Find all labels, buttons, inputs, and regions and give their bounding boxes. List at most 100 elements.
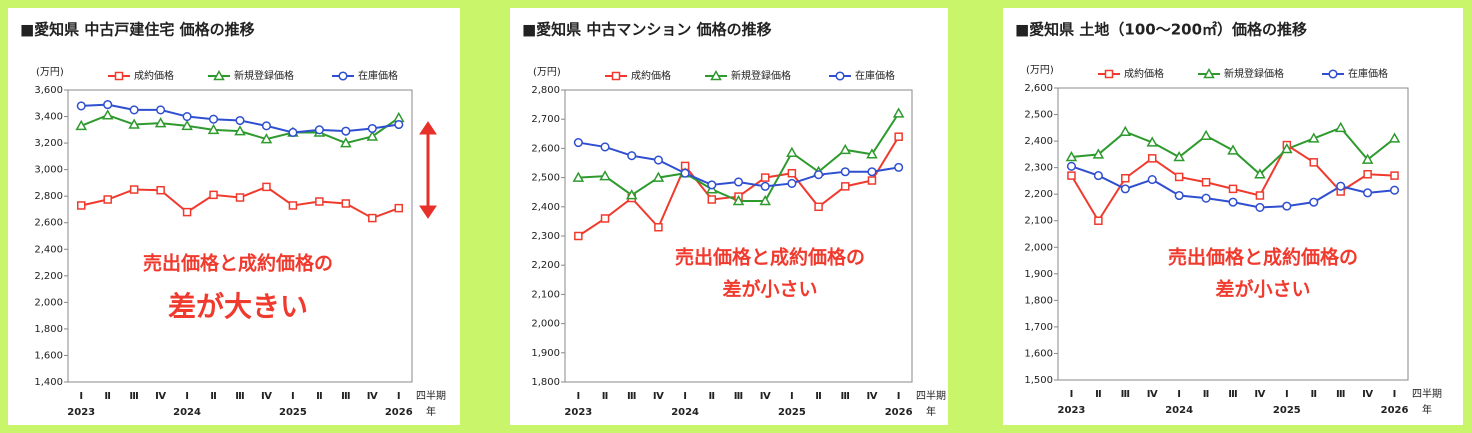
year-label: 2026 [385,407,413,418]
year-label: 2023 [67,407,95,418]
chart-title: ■愛知県 中古マンション 価格の推移 [522,21,772,39]
point [209,190,218,200]
y-tick-label: 2,000 [1024,242,1053,253]
chart-title: ■愛知県 土地（100～200㎡）価格の推移 [1015,21,1307,39]
y-unit: (万円) [533,67,561,78]
x-tick-label: Ⅲ [734,391,743,402]
point [1228,197,1238,207]
x-tick-label: Ⅳ [760,391,771,402]
y-tick-label: 2,500 [1024,110,1053,121]
x-tick-label: Ⅲ [1336,389,1345,400]
y-tick-label: 2,600 [1024,83,1053,94]
legend-label: 新規登録価格 [1224,67,1284,80]
x-tick-label: Ⅰ [1177,389,1181,400]
point [338,71,348,81]
x-tick-label: Ⅰ [79,391,83,402]
point [154,117,167,128]
plot-frame [1057,87,1409,381]
point [1200,129,1212,141]
point [1309,158,1319,167]
year-label: 2023 [1058,405,1086,416]
x-tick-label: Ⅲ [627,391,636,402]
point [288,201,298,210]
series-line [1070,143,1395,223]
point [1146,136,1159,147]
point [787,168,797,178]
point [1147,154,1157,163]
point [894,132,903,141]
point [611,71,621,81]
point [366,130,379,141]
point [1228,184,1238,194]
y-tick-label: 2,400 [1024,136,1053,147]
point [207,123,220,135]
gap-arrow [419,121,437,219]
plot-frame [67,89,413,383]
y-tick-label: 2,400 [531,202,560,213]
legend-label: 在庫価格 [1348,67,1388,80]
y-tick-label: 2,100 [1024,216,1053,227]
point [1092,148,1105,159]
y-tick-label: 2,000 [531,319,560,330]
chart-title: ■愛知県 中古戸建住宅 価格の推移 [20,21,255,39]
legend-label: 新規登録価格 [731,69,791,82]
chart-panel: ■愛知県 土地（100～200㎡）価格の推移 (万円) 1,500 1,600 1,70… [1003,8,1463,425]
point [103,100,113,110]
point [625,189,638,200]
point [867,167,877,177]
point [1281,143,1293,154]
point [314,125,324,135]
point [760,181,770,191]
x-tick-label: Ⅳ [1147,389,1158,400]
y-tick-label: 2,400 [34,244,63,255]
point [1363,170,1372,179]
plot-frame [564,89,913,383]
point [814,202,823,212]
point [1389,185,1400,195]
point [208,114,219,124]
point [156,185,165,195]
point [654,222,663,232]
point [1201,193,1211,203]
point [1173,150,1185,162]
point [1203,67,1215,79]
x-tick-label: Ⅲ [129,391,138,402]
y-tick-label: 1,900 [1024,269,1053,280]
x-tick-label: Ⅱ [1310,389,1317,400]
y-tick-label: 2,200 [1024,189,1053,200]
annotation: 売出価格と成約価格の [675,246,865,269]
year-label: 2026 [885,407,913,418]
x-tick-label: Ⅱ [210,391,217,402]
point [76,101,86,111]
point [75,119,88,131]
point [814,170,824,180]
x-tick-label: Ⅱ [602,391,609,402]
x-tick-label: Ⅰ [185,391,189,402]
year-label: 2025 [778,407,806,418]
annotation: 差が小さい [1215,278,1310,301]
x-tick-label: Ⅰ [897,391,901,402]
point [1066,161,1077,171]
x-tick-label: Ⅰ [397,391,401,402]
point [341,126,351,136]
x-tick-label: Ⅱ [104,391,111,402]
x-tick-label: Ⅱ [1203,389,1210,400]
x-tick-label: Ⅱ [1095,389,1102,400]
point [707,195,717,204]
point [840,167,850,177]
x-tick-label: Ⅱ [709,391,716,402]
x-tick-label: Ⅱ [316,391,323,402]
y-tick-label: 2,200 [531,260,560,271]
y-tick-label: 1,600 [34,350,63,361]
point [1104,69,1114,79]
year-label: 2024 [173,407,201,418]
x-tick-label: Ⅰ [1393,389,1397,400]
point [213,69,225,81]
point [182,207,192,217]
point [261,121,272,131]
point [1093,171,1103,181]
year-label: 2025 [279,407,307,418]
x-tick-label: Ⅰ [576,391,580,402]
point [114,71,124,81]
point [1307,132,1320,143]
